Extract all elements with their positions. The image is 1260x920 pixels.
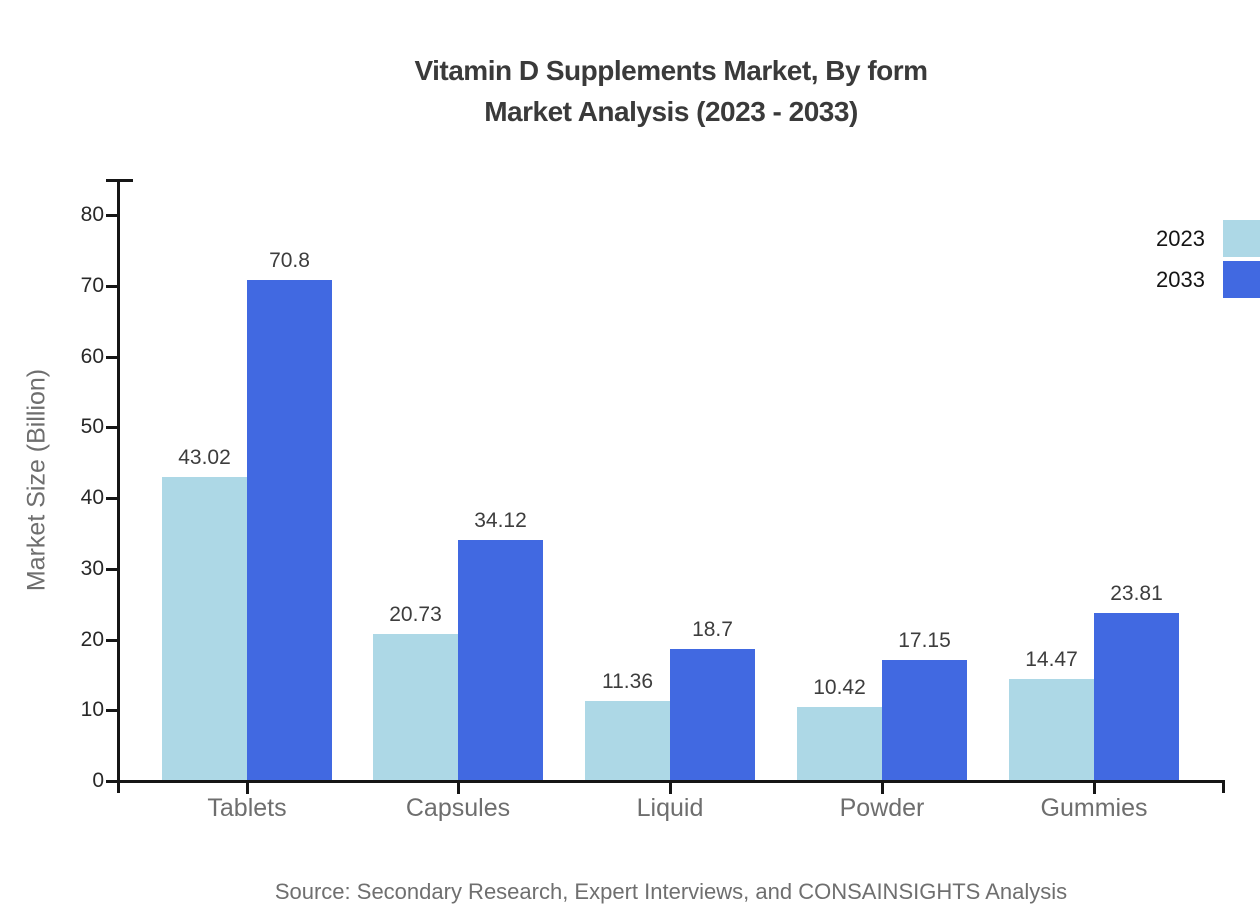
legend-label-2023: 2023 (1156, 226, 1205, 251)
bar-2023-gummies (1009, 678, 1094, 781)
legend-swatch-2033 (1223, 261, 1260, 298)
x-tick (668, 783, 672, 794)
y-tick-label: 40 (80, 486, 104, 509)
y-axis-spine (117, 179, 120, 793)
y-tick-label: 20 (80, 627, 104, 651)
bar-value-label: 14.47 (1025, 647, 1078, 671)
bar-value-label: 18.7 (692, 617, 733, 641)
category-label-liquid: Liquid (636, 794, 704, 822)
bar-2033-gummies (1094, 612, 1179, 781)
y-tick (106, 567, 118, 571)
bar-2033-tablets (247, 280, 332, 781)
y-tick (106, 284, 118, 288)
y-tick-label: 0 (92, 769, 104, 792)
y-tick (106, 214, 118, 217)
bar-value-label: 34.12 (474, 508, 527, 532)
y-tick-label: 30 (80, 556, 104, 580)
y-tick-label: 10 (80, 698, 104, 722)
y-tick (106, 709, 118, 713)
bar-2033-capsules (458, 539, 543, 781)
x-tick (880, 783, 884, 794)
y-tick (106, 497, 118, 500)
chart-title: Vitamin D Supplements Market, By form Ma… (414, 50, 928, 132)
y-tick-label: 70 (80, 273, 104, 297)
bar-value-label: 10.42 (813, 676, 866, 700)
y-tick-label: 50 (80, 415, 104, 439)
bar-value-label: 43.02 (178, 445, 231, 469)
chart-title-line2: Market Analysis (2023 - 2033) (484, 96, 858, 127)
x-tick (1092, 783, 1096, 794)
category-label-capsules: Capsules (405, 794, 511, 822)
x-tick (245, 783, 249, 794)
bar-2033-liquid (670, 648, 755, 781)
legend-swatch-2023 (1223, 220, 1260, 257)
chart-title-line1: Vitamin D Supplements Market, By form (414, 55, 928, 86)
bar-value-label: 11.36 (602, 669, 653, 693)
x-axis-line (106, 780, 1225, 783)
category-label-powder: Powder (839, 794, 925, 822)
y-tick (106, 355, 118, 359)
bar-2023-powder (797, 707, 882, 781)
source-note: Source: Secondary Research, Expert Inter… (274, 879, 1068, 904)
legend-label-2033: 2033 (1156, 267, 1205, 292)
y-axis-top-cap (106, 179, 133, 182)
bar-2023-capsules (373, 634, 458, 781)
bar-2033-powder (882, 659, 967, 781)
bar-2023-liquid (585, 700, 670, 781)
category-label-gummies: Gummies (1040, 794, 1148, 822)
y-tick-label: 80 (80, 203, 104, 226)
category-label-tablets: Tablets (207, 794, 287, 822)
bar-value-label: 70.8 (269, 249, 310, 273)
y-tick (106, 638, 118, 642)
bar-value-label: 17.15 (898, 628, 951, 652)
bar-value-label: 23.81 (1110, 581, 1163, 605)
bar-value-label: 20.73 (389, 603, 442, 627)
x-axis-end-cap (1222, 780, 1225, 793)
y-tick (106, 426, 118, 430)
x-tick (456, 783, 460, 794)
bar-2023-tablets (162, 476, 247, 781)
y-tick-label: 60 (80, 344, 104, 368)
